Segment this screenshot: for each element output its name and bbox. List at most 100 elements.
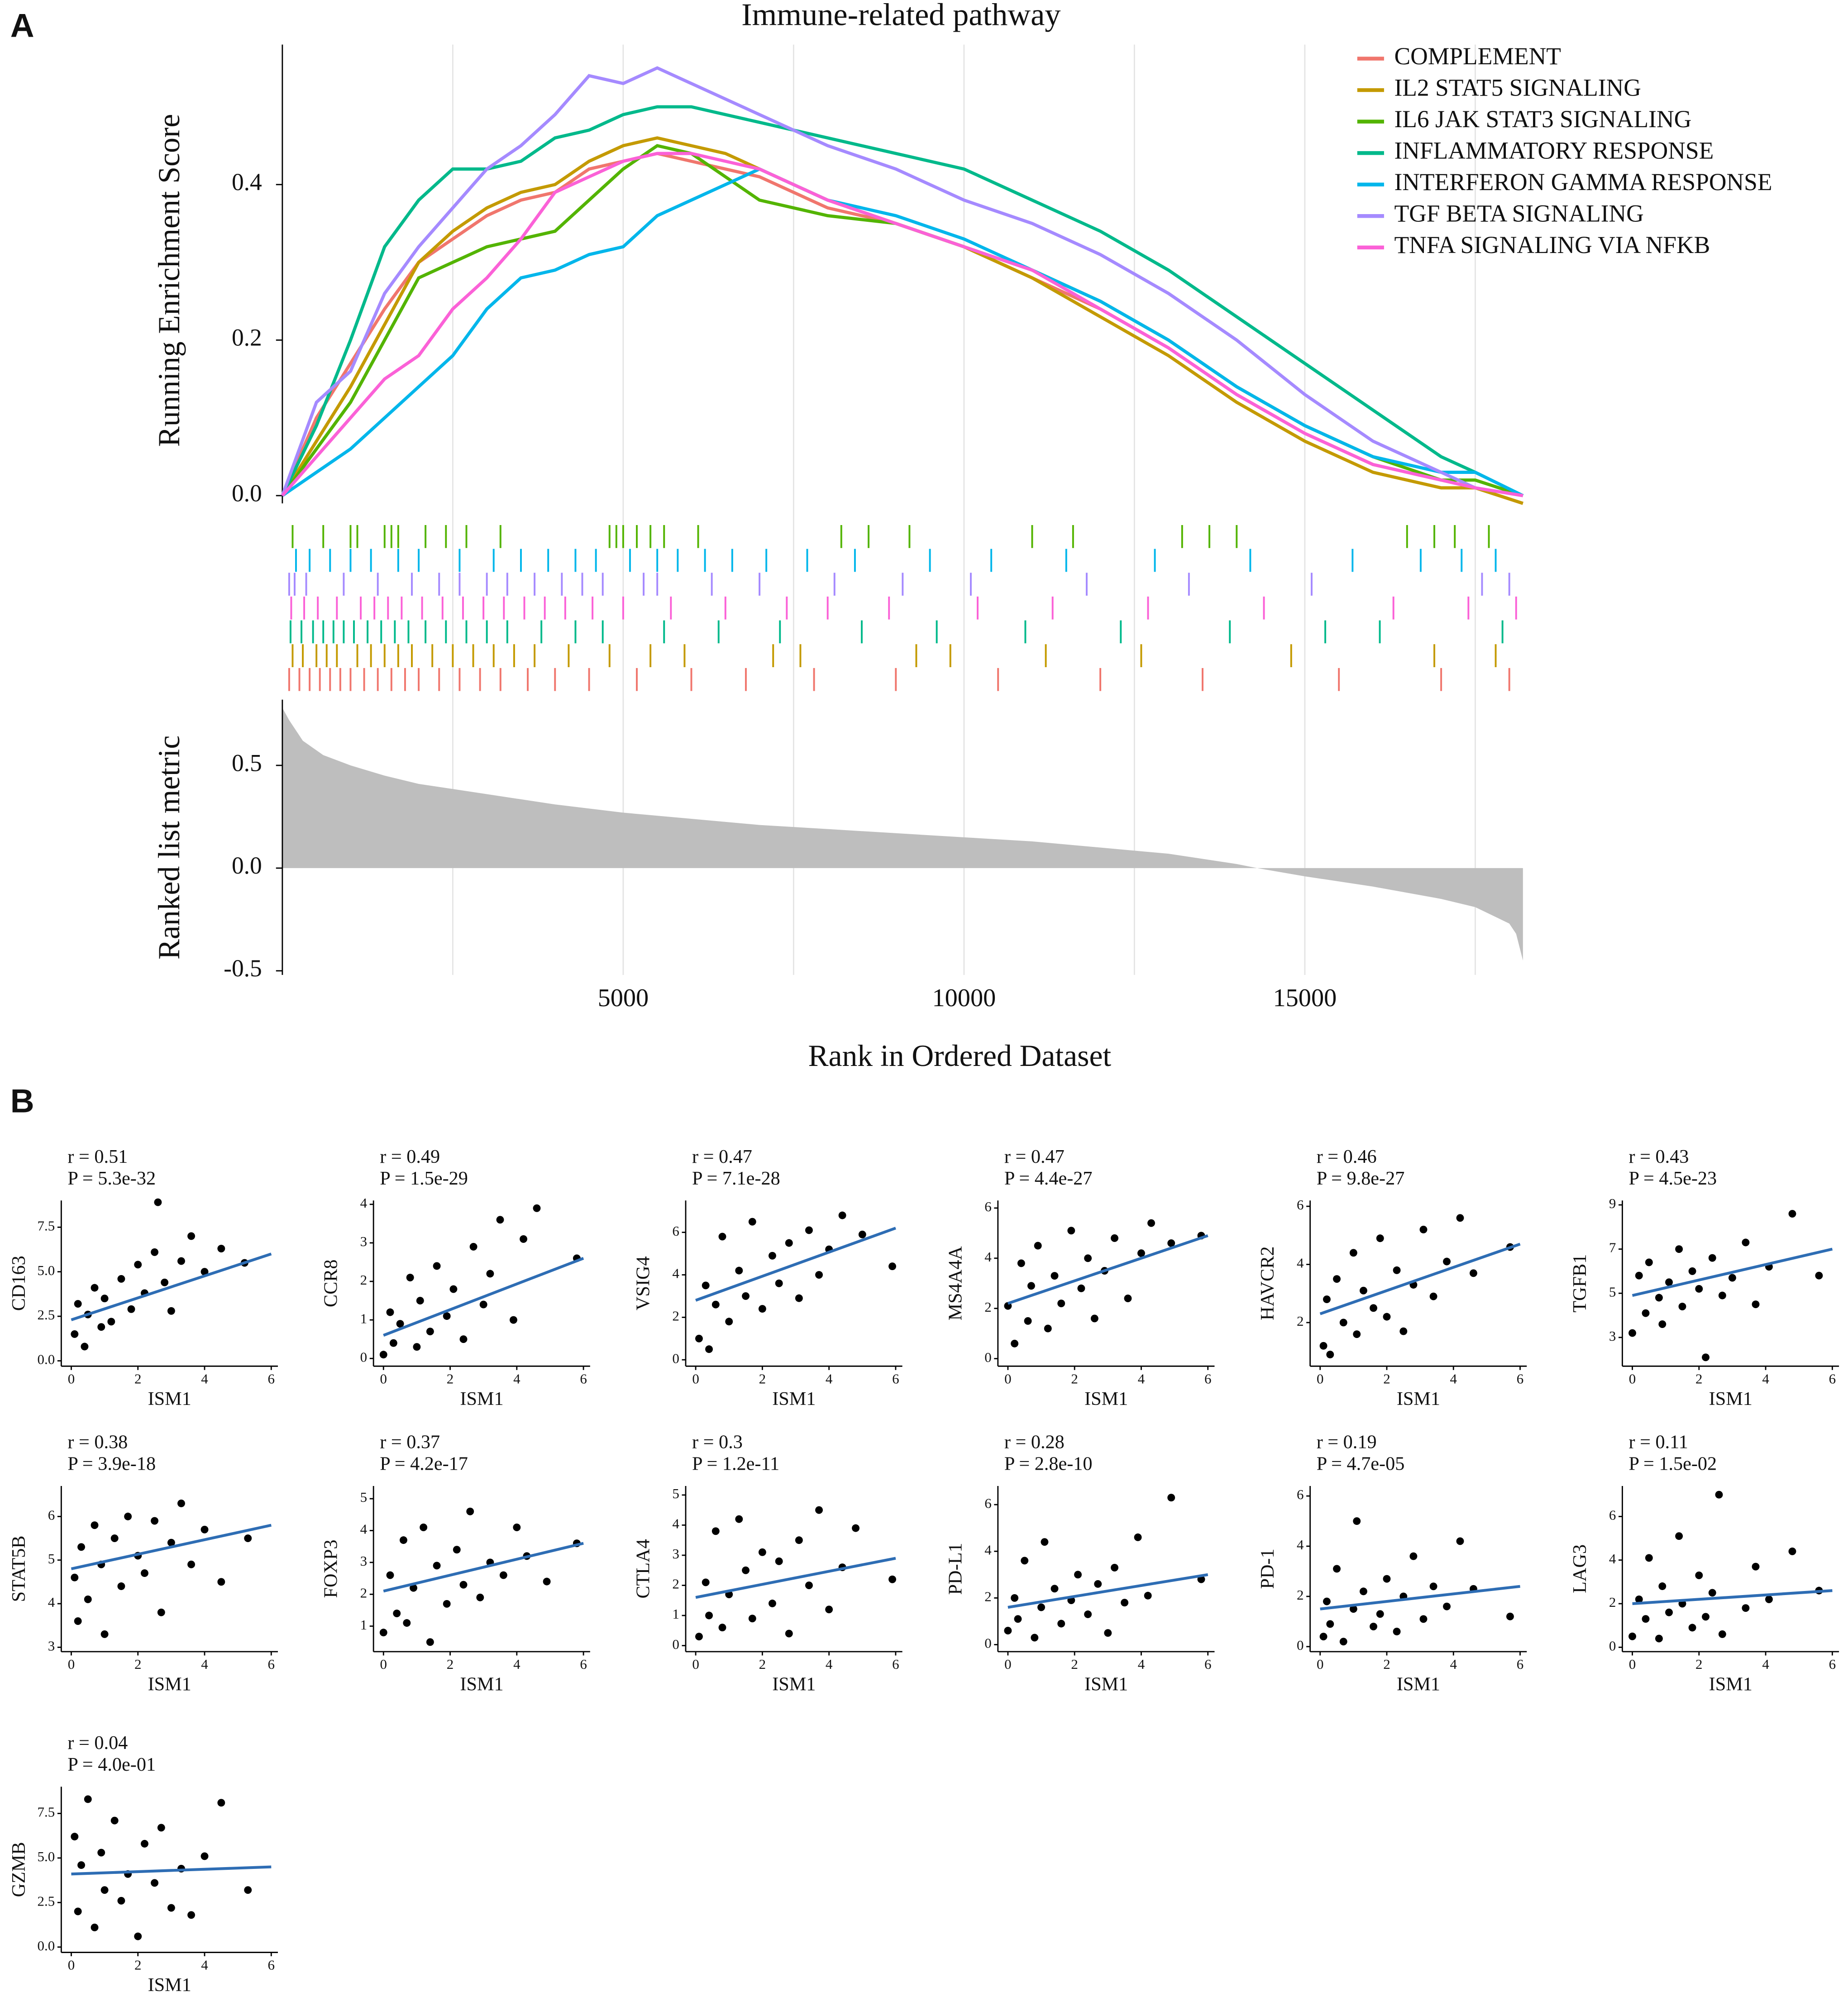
scatter-point bbox=[201, 1268, 209, 1276]
y-tick-label: 4 bbox=[672, 1516, 679, 1532]
p-label: P = 4.2e-17 bbox=[380, 1453, 468, 1475]
scatter-point bbox=[1353, 1517, 1361, 1525]
x-tick-label: 6 bbox=[1829, 1371, 1836, 1386]
scatter-point bbox=[1788, 1547, 1796, 1555]
fit-line bbox=[695, 1227, 896, 1302]
scatter-point bbox=[217, 1578, 225, 1586]
scatter-point bbox=[396, 1320, 404, 1328]
scatter-point bbox=[1057, 1620, 1065, 1628]
scatter-point bbox=[795, 1294, 803, 1302]
scatter-point bbox=[244, 1886, 252, 1894]
scatter-point bbox=[1678, 1303, 1686, 1310]
p-label: P = 1.5e-29 bbox=[380, 1168, 468, 1189]
scatter-point bbox=[187, 1232, 195, 1240]
y-tick-label: 6 bbox=[672, 1223, 679, 1239]
scatter-point bbox=[748, 1615, 756, 1623]
y-tick-label: 4 bbox=[672, 1266, 679, 1281]
scatter-point bbox=[499, 1571, 507, 1579]
r-label: r = 0.51 bbox=[67, 1146, 128, 1167]
scatter-point bbox=[151, 1879, 158, 1887]
scatter-point bbox=[141, 1569, 148, 1577]
p-label: P = 9.8e-27 bbox=[1317, 1168, 1405, 1189]
scatter-point bbox=[888, 1575, 896, 1583]
scatter-point bbox=[1051, 1585, 1059, 1593]
x-tick-label: 6 bbox=[892, 1656, 899, 1672]
scatter-point bbox=[244, 1534, 252, 1542]
scatter-point bbox=[1057, 1299, 1065, 1308]
scatter-point bbox=[1037, 1603, 1045, 1611]
y-tick-label: 5.0 bbox=[38, 1262, 55, 1278]
scatter-point bbox=[426, 1638, 434, 1646]
x-tick-label: 2 bbox=[134, 1656, 141, 1672]
scatter-point bbox=[1702, 1353, 1710, 1362]
scatter-point bbox=[695, 1334, 703, 1342]
x-tick-label: 5000 bbox=[598, 984, 649, 1012]
scatter-point bbox=[77, 1543, 85, 1551]
x-tick-label: 4 bbox=[1762, 1656, 1769, 1672]
scatter-point bbox=[1815, 1271, 1823, 1280]
y-tick-label: 6 bbox=[984, 1199, 991, 1214]
scatter-point bbox=[84, 1795, 92, 1803]
scatter-point bbox=[217, 1245, 225, 1252]
scatter-point bbox=[702, 1578, 710, 1586]
y-tick-label: 4 bbox=[48, 1594, 55, 1610]
legend-label: INFLAMMATORY RESPONSE bbox=[1394, 137, 1714, 164]
scatter-point bbox=[815, 1506, 823, 1514]
scatter-point bbox=[718, 1624, 726, 1632]
x-tick-label: 4 bbox=[1450, 1371, 1457, 1386]
fit-line bbox=[71, 1524, 272, 1570]
scatter-point bbox=[217, 1799, 225, 1807]
scatter-point bbox=[416, 1297, 424, 1305]
r-label: r = 0.04 bbox=[67, 1732, 128, 1753]
scatter-point bbox=[74, 1617, 82, 1625]
scatter-point bbox=[742, 1292, 750, 1300]
scatter-point bbox=[1376, 1610, 1384, 1618]
scatter-point bbox=[74, 1907, 82, 1916]
enrichment-line bbox=[281, 105, 1524, 497]
scatter-point bbox=[420, 1524, 428, 1531]
y-tick-label: 0.5 bbox=[232, 749, 262, 776]
y-axis-label: GZMB bbox=[8, 1842, 29, 1897]
legend-label: INTERFERON GAMMA RESPONSE bbox=[1394, 168, 1772, 196]
y-tick-label: 5 bbox=[1609, 1284, 1616, 1299]
x-tick-label: 4 bbox=[826, 1656, 832, 1672]
scatter-point bbox=[1645, 1554, 1653, 1562]
scatter-point bbox=[177, 1500, 185, 1507]
scatter-point bbox=[702, 1281, 710, 1290]
r-label: r = 0.3 bbox=[692, 1432, 743, 1453]
scatter-point bbox=[443, 1600, 451, 1608]
scatter-point bbox=[157, 1824, 165, 1832]
scatter-point bbox=[1339, 1319, 1347, 1327]
scatter-point bbox=[1144, 1591, 1152, 1600]
scatter-point bbox=[769, 1600, 776, 1607]
y-tick-label: 6 bbox=[984, 1495, 991, 1511]
y-tick-label: 0 bbox=[1609, 1638, 1616, 1653]
scatter-point bbox=[695, 1633, 703, 1641]
p-label: P = 4.0e-01 bbox=[67, 1754, 156, 1775]
scatter-point bbox=[1017, 1259, 1025, 1267]
x-tick-label: 2 bbox=[134, 1371, 141, 1386]
r-label: r = 0.46 bbox=[1317, 1146, 1377, 1167]
x-tick-label: 0 bbox=[1004, 1656, 1011, 1672]
scatter-point bbox=[1788, 1210, 1796, 1218]
y-tick-label: 2 bbox=[672, 1308, 679, 1323]
scatter-point bbox=[1031, 1634, 1039, 1642]
chart-title: Immune-related pathway bbox=[741, 0, 1060, 33]
x-axis-label: ISM1 bbox=[148, 1974, 191, 1996]
scatter-point bbox=[77, 1861, 85, 1869]
x-tick-label: 0 bbox=[380, 1371, 387, 1386]
scatter-point bbox=[1506, 1612, 1514, 1620]
scatter-point bbox=[124, 1512, 132, 1520]
x-tick-label: 0 bbox=[68, 1371, 75, 1386]
scatter-point bbox=[1718, 1630, 1726, 1638]
y-tick-label: 5 bbox=[360, 1489, 367, 1505]
y-tick-label: 6 bbox=[1297, 1486, 1304, 1502]
scatter-point bbox=[389, 1339, 397, 1347]
scatter-point bbox=[413, 1343, 421, 1351]
scatter-point bbox=[443, 1312, 451, 1320]
r-label: r = 0.38 bbox=[67, 1432, 128, 1453]
scatter-point bbox=[1635, 1271, 1643, 1280]
x-tick-label: 4 bbox=[1762, 1371, 1769, 1386]
